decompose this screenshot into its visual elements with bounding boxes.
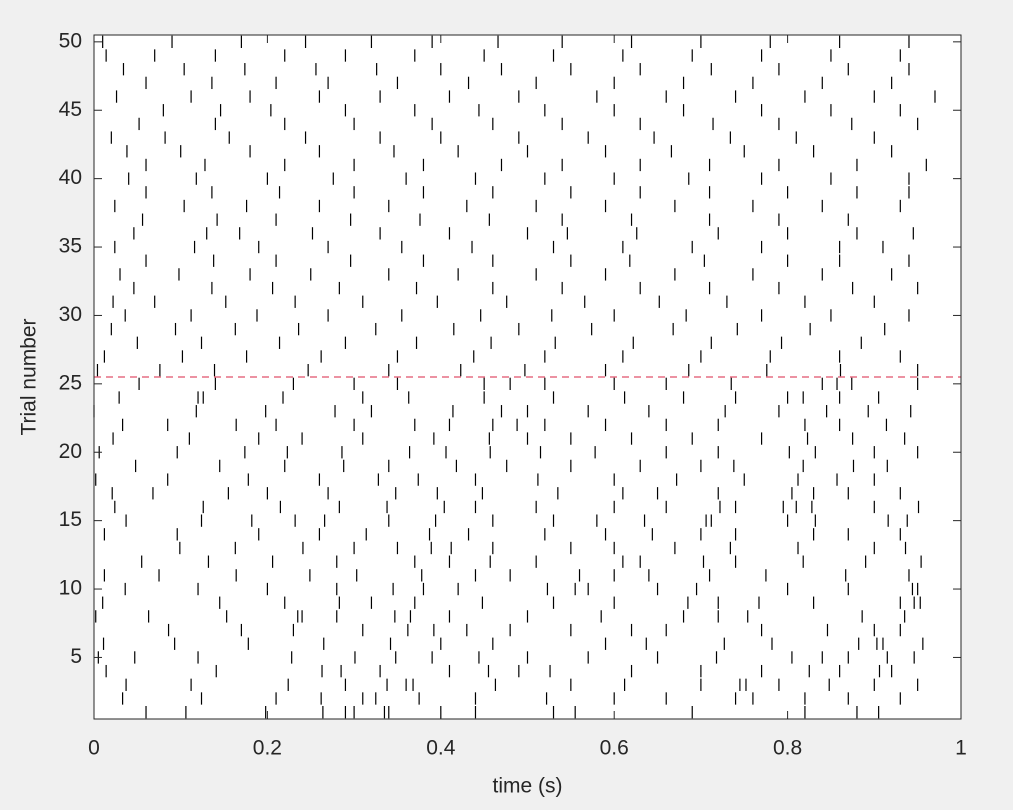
x-tick-label: 0.2 bbox=[253, 737, 282, 760]
marks bbox=[93, 35, 961, 719]
y-tick-label: 25 bbox=[59, 371, 82, 394]
x-tick-label: 0.8 bbox=[773, 737, 802, 760]
y-tick-label: 35 bbox=[59, 235, 82, 258]
axes-box bbox=[93, 34, 962, 720]
y-tick-label: 45 bbox=[59, 98, 82, 121]
x-tick-label: 0.6 bbox=[600, 737, 629, 760]
y-tick-label: 5 bbox=[70, 645, 82, 668]
y-tick-label: 20 bbox=[59, 440, 82, 463]
y-tick-label: 10 bbox=[59, 577, 82, 600]
y-tick-label: 50 bbox=[59, 29, 82, 52]
y-tick-label: 40 bbox=[59, 166, 82, 189]
x-tick-label: 0 bbox=[88, 737, 100, 760]
x-tick-label: 1 bbox=[955, 737, 967, 760]
y-tick-label: 30 bbox=[59, 303, 82, 326]
y-tick-label: 15 bbox=[59, 508, 82, 531]
x-tick-label: 0.4 bbox=[426, 737, 456, 760]
y-axis-label: Trial number bbox=[18, 318, 41, 435]
x-axis-label: time (s) bbox=[493, 775, 563, 798]
